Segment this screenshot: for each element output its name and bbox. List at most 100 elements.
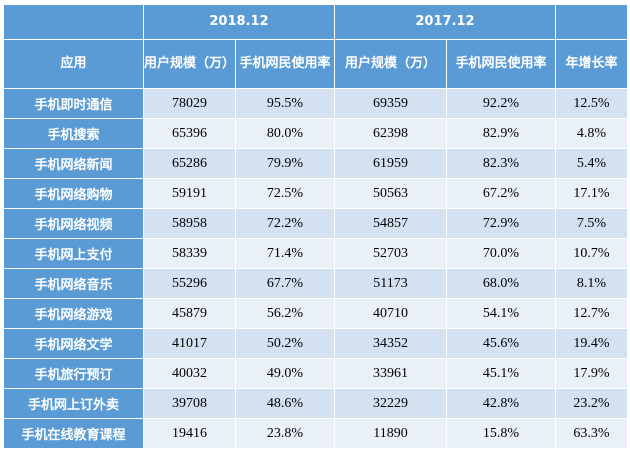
header-growth: 年增长率 xyxy=(555,39,628,89)
growth-cell: 23.2% xyxy=(555,388,628,419)
users-2017-cell: 52703 xyxy=(334,238,447,269)
app-name-cell: 手机网络视频 xyxy=(3,208,144,239)
users-2018-cell: 58958 xyxy=(143,208,236,239)
app-name-cell: 手机即时通信 xyxy=(3,88,144,119)
header-rate-2018: 手机网民使用率 xyxy=(235,39,335,89)
growth-cell: 7.5% xyxy=(555,208,628,239)
header-group-2018: 2018.12 xyxy=(143,4,335,40)
users-2017-cell: 50563 xyxy=(334,178,447,209)
users-2018-cell: 65396 xyxy=(143,118,236,149)
rate-2017-cell: 82.9% xyxy=(446,118,556,149)
table-row: 手机网络购物 59191 72.5% 50563 67.2% 17.1% xyxy=(3,178,628,209)
users-2017-cell: 32229 xyxy=(334,388,447,419)
app-name-cell: 手机网络游戏 xyxy=(3,298,144,329)
app-name-cell: 手机网上订外卖 xyxy=(3,388,144,419)
users-2017-cell: 69359 xyxy=(334,88,447,119)
growth-cell: 63.3% xyxy=(555,418,628,449)
users-2018-cell: 45879 xyxy=(143,298,236,329)
table-row: 手机网络音乐 55296 67.7% 51173 68.0% 8.1% xyxy=(3,268,628,299)
app-name-cell: 手机网上支付 xyxy=(3,238,144,269)
app-name-cell: 手机网络音乐 xyxy=(3,268,144,299)
users-2018-cell: 58339 xyxy=(143,238,236,269)
rate-2018-cell: 95.5% xyxy=(235,88,335,119)
users-2017-cell: 33961 xyxy=(334,358,447,389)
users-2018-cell: 65286 xyxy=(143,148,236,179)
rate-2018-cell: 49.0% xyxy=(235,358,335,389)
rate-2018-cell: 48.6% xyxy=(235,388,335,419)
app-name-cell: 手机网络购物 xyxy=(3,178,144,209)
rate-2018-cell: 80.0% xyxy=(235,118,335,149)
users-2017-cell: 54857 xyxy=(334,208,447,239)
header-corner-cell xyxy=(3,4,144,40)
rate-2018-cell: 71.4% xyxy=(235,238,335,269)
rate-2017-cell: 70.0% xyxy=(446,238,556,269)
table-row: 手机即时通信 78029 95.5% 69359 92.2% 12.5% xyxy=(3,88,628,119)
rate-2017-cell: 45.1% xyxy=(446,358,556,389)
users-2018-cell: 39708 xyxy=(143,388,236,419)
table-header: 2018.12 2017.12 应用 用户规模（万） 手机网民使用率 用户规模（… xyxy=(3,4,628,89)
growth-cell: 17.1% xyxy=(555,178,628,209)
growth-cell: 10.7% xyxy=(555,238,628,269)
rate-2017-cell: 72.9% xyxy=(446,208,556,239)
rate-2018-cell: 67.7% xyxy=(235,268,335,299)
header-users-2018: 用户规模（万） xyxy=(143,39,236,89)
rate-2018-cell: 23.8% xyxy=(235,418,335,449)
table-row: 手机在线教育课程 19416 23.8% 11890 15.8% 63.3% xyxy=(3,418,628,449)
rate-2018-cell: 50.2% xyxy=(235,328,335,359)
header-users-2017: 用户规模（万） xyxy=(334,39,447,89)
growth-cell: 12.5% xyxy=(555,88,628,119)
header-corner-cell-right xyxy=(555,4,628,40)
app-name-cell: 手机在线教育课程 xyxy=(3,418,144,449)
rate-2018-cell: 72.5% xyxy=(235,178,335,209)
table-row: 手机网络游戏 45879 56.2% 40710 54.1% 12.7% xyxy=(3,298,628,329)
users-2018-cell: 40032 xyxy=(143,358,236,389)
header-app: 应用 xyxy=(3,39,144,89)
table-row: 手机搜索 65396 80.0% 62398 82.9% 4.8% xyxy=(3,118,628,149)
growth-cell: 17.9% xyxy=(555,358,628,389)
rate-2017-cell: 54.1% xyxy=(446,298,556,329)
mobile-app-usage-table: 2018.12 2017.12 应用 用户规模（万） 手机网民使用率 用户规模（… xyxy=(3,4,628,449)
header-group-2017: 2017.12 xyxy=(334,4,556,40)
users-2017-cell: 34352 xyxy=(334,328,447,359)
rate-2018-cell: 79.9% xyxy=(235,148,335,179)
table-row: 手机网络新闻 65286 79.9% 61959 82.3% 5.4% xyxy=(3,148,628,179)
header-rate-2017: 手机网民使用率 xyxy=(446,39,556,89)
rate-2017-cell: 45.6% xyxy=(446,328,556,359)
users-2018-cell: 59191 xyxy=(143,178,236,209)
users-2017-cell: 11890 xyxy=(334,418,447,449)
growth-cell: 12.7% xyxy=(555,298,628,329)
growth-cell: 4.8% xyxy=(555,118,628,149)
rate-2017-cell: 68.0% xyxy=(446,268,556,299)
table-row: 手机旅行预订 40032 49.0% 33961 45.1% 17.9% xyxy=(3,358,628,389)
header-row-columns: 应用 用户规模（万） 手机网民使用率 用户规模（万） 手机网民使用率 年增长率 xyxy=(3,39,628,89)
rate-2017-cell: 67.2% xyxy=(446,178,556,209)
stats-table-container: 2018.12 2017.12 应用 用户规模（万） 手机网民使用率 用户规模（… xyxy=(3,4,628,449)
rate-2017-cell: 42.8% xyxy=(446,388,556,419)
table-row: 手机网上订外卖 39708 48.6% 32229 42.8% 23.2% xyxy=(3,388,628,419)
users-2018-cell: 78029 xyxy=(143,88,236,119)
growth-cell: 5.4% xyxy=(555,148,628,179)
rate-2017-cell: 92.2% xyxy=(446,88,556,119)
table-body: 手机即时通信 78029 95.5% 69359 92.2% 12.5% 手机搜… xyxy=(3,88,628,449)
rate-2018-cell: 72.2% xyxy=(235,208,335,239)
growth-cell: 8.1% xyxy=(555,268,628,299)
app-name-cell: 手机网络新闻 xyxy=(3,148,144,179)
rate-2017-cell: 82.3% xyxy=(446,148,556,179)
table-row: 手机网络视频 58958 72.2% 54857 72.9% 7.5% xyxy=(3,208,628,239)
users-2017-cell: 40710 xyxy=(334,298,447,329)
users-2017-cell: 51173 xyxy=(334,268,447,299)
rate-2017-cell: 15.8% xyxy=(446,418,556,449)
rate-2018-cell: 56.2% xyxy=(235,298,335,329)
app-name-cell: 手机搜索 xyxy=(3,118,144,149)
users-2017-cell: 61959 xyxy=(334,148,447,179)
header-row-years: 2018.12 2017.12 xyxy=(3,4,628,40)
app-name-cell: 手机旅行预订 xyxy=(3,358,144,389)
table-row: 手机网上支付 58339 71.4% 52703 70.0% 10.7% xyxy=(3,238,628,269)
users-2018-cell: 55296 xyxy=(143,268,236,299)
users-2017-cell: 62398 xyxy=(334,118,447,149)
table-row: 手机网络文学 41017 50.2% 34352 45.6% 19.4% xyxy=(3,328,628,359)
users-2018-cell: 19416 xyxy=(143,418,236,449)
app-name-cell: 手机网络文学 xyxy=(3,328,144,359)
users-2018-cell: 41017 xyxy=(143,328,236,359)
growth-cell: 19.4% xyxy=(555,328,628,359)
